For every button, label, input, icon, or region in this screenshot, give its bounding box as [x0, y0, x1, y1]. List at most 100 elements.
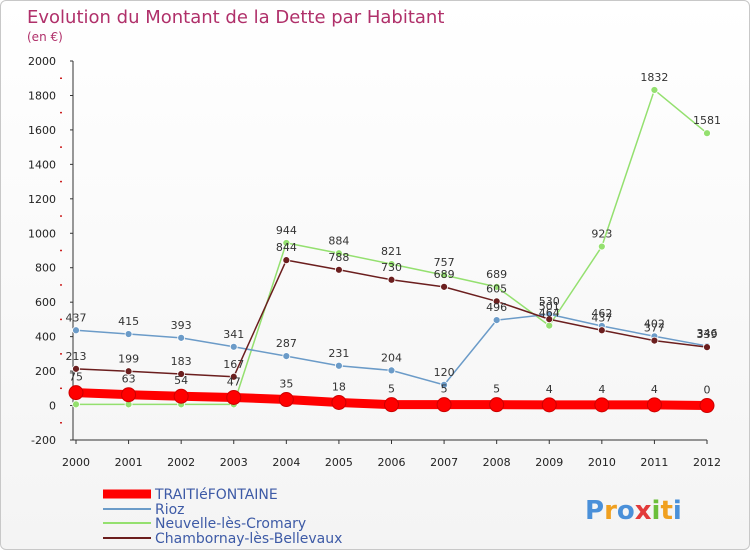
- data-label: 5: [388, 383, 395, 396]
- y-tick-label: 800: [35, 262, 56, 275]
- x-tick-label: 2001: [115, 456, 143, 469]
- data-point: [387, 260, 396, 269]
- x-tick-label: 2000: [62, 456, 90, 469]
- data-label: 788: [328, 251, 349, 264]
- legend-label: Neuvelle-lès-Cromary: [155, 516, 306, 532]
- data-label: 54: [174, 374, 188, 387]
- data-label: 464: [539, 307, 560, 320]
- data-label: 5: [441, 383, 448, 396]
- data-point: [436, 397, 452, 413]
- data-label: 18: [332, 380, 346, 393]
- data-point: [492, 297, 501, 306]
- chart-title: Evolution du Montant de la Dette par Hab…: [27, 7, 444, 28]
- data-point: [597, 242, 606, 251]
- data-label: 183: [171, 355, 192, 368]
- data-point: [124, 330, 133, 338]
- data-point: [335, 249, 343, 258]
- data-point: [384, 397, 399, 413]
- data-label: 1581: [693, 114, 721, 127]
- data-label: 199: [118, 352, 139, 365]
- x-tick-label: 2003: [220, 456, 248, 469]
- data-label: 393: [171, 319, 192, 332]
- data-label: 167: [223, 358, 244, 371]
- data-label: 501: [539, 300, 560, 313]
- data-label: 884: [328, 234, 349, 247]
- x-tick-label: 2009: [535, 456, 563, 469]
- data-label: 944: [276, 224, 297, 237]
- proxiti-logo: Proxiti: [585, 496, 682, 526]
- data-label: 341: [223, 328, 244, 341]
- data-point: [278, 392, 294, 408]
- data-point: [440, 282, 448, 291]
- data-point: [440, 271, 448, 280]
- data-point: [545, 315, 554, 324]
- data-point: [440, 380, 448, 389]
- legend-label: Chambornay-lès-Bellevaux: [155, 531, 342, 547]
- data-point: [121, 387, 137, 403]
- data-label: 4: [546, 383, 553, 396]
- data-point: [331, 394, 347, 410]
- data-label: 415: [118, 315, 139, 328]
- y-tick-label: 1000: [28, 227, 56, 240]
- data-label: 204: [381, 351, 402, 364]
- data-point: [72, 364, 80, 373]
- data-label: 346: [697, 327, 718, 340]
- data-point: [703, 129, 711, 138]
- data-label: 821: [381, 245, 402, 258]
- x-tick-label: 2011: [640, 456, 668, 469]
- data-point: [597, 326, 606, 335]
- data-point: [177, 370, 186, 378]
- data-label: 120: [434, 366, 455, 379]
- data-point: [335, 265, 343, 274]
- data-label: 287: [276, 337, 297, 350]
- x-tick-label: 2010: [588, 456, 616, 469]
- data-label: 75: [69, 371, 83, 384]
- logo-text: Proxiti: [585, 496, 682, 526]
- chart-subtitle: (en €): [27, 30, 63, 44]
- data-label: 437: [66, 311, 87, 324]
- x-tick-label: 2012: [693, 456, 721, 469]
- data-label: 689: [434, 268, 455, 281]
- data-label: 339: [697, 328, 718, 341]
- x-tick-label: 2005: [325, 456, 353, 469]
- x-tick-label: 2008: [483, 456, 511, 469]
- x-tick-label: 2002: [167, 456, 195, 469]
- series-group: [68, 86, 715, 414]
- y-tick-label: -200: [31, 434, 56, 447]
- data-label: 4: [651, 383, 658, 396]
- data-point: [282, 352, 291, 361]
- data-point: [226, 389, 242, 405]
- data-label: 844: [276, 241, 297, 254]
- data-point: [335, 361, 343, 370]
- x-tick-label: 2006: [378, 456, 406, 469]
- data-point: [387, 275, 396, 284]
- axes: -200020040060080010001200140016001800200…: [28, 55, 721, 469]
- data-label: 462: [591, 307, 612, 320]
- data-label: 1832: [640, 71, 668, 84]
- x-tick-label: 2007: [430, 456, 458, 469]
- data-point: [646, 397, 662, 413]
- data-point: [489, 397, 505, 413]
- data-point: [229, 342, 238, 351]
- data-point: [703, 343, 711, 352]
- data-point: [387, 366, 396, 375]
- y-tick-label: 600: [35, 296, 56, 309]
- data-label: 213: [66, 350, 87, 363]
- legend-label: TRAITIéFONTAINE: [154, 487, 278, 503]
- data-label: 4: [598, 383, 605, 396]
- data-label: 402: [644, 317, 665, 330]
- data-label: 923: [591, 228, 612, 241]
- data-label: 605: [486, 282, 507, 295]
- data-point: [699, 398, 715, 414]
- data-point: [541, 397, 557, 413]
- data-label: 47: [227, 375, 241, 388]
- y-tick-label: 1200: [28, 193, 56, 206]
- data-point: [545, 321, 554, 330]
- data-point: [68, 385, 84, 401]
- y-tick-label: 1800: [28, 89, 56, 102]
- y-tick-label: 2000: [28, 55, 56, 68]
- y-tick-label: 0: [49, 400, 56, 413]
